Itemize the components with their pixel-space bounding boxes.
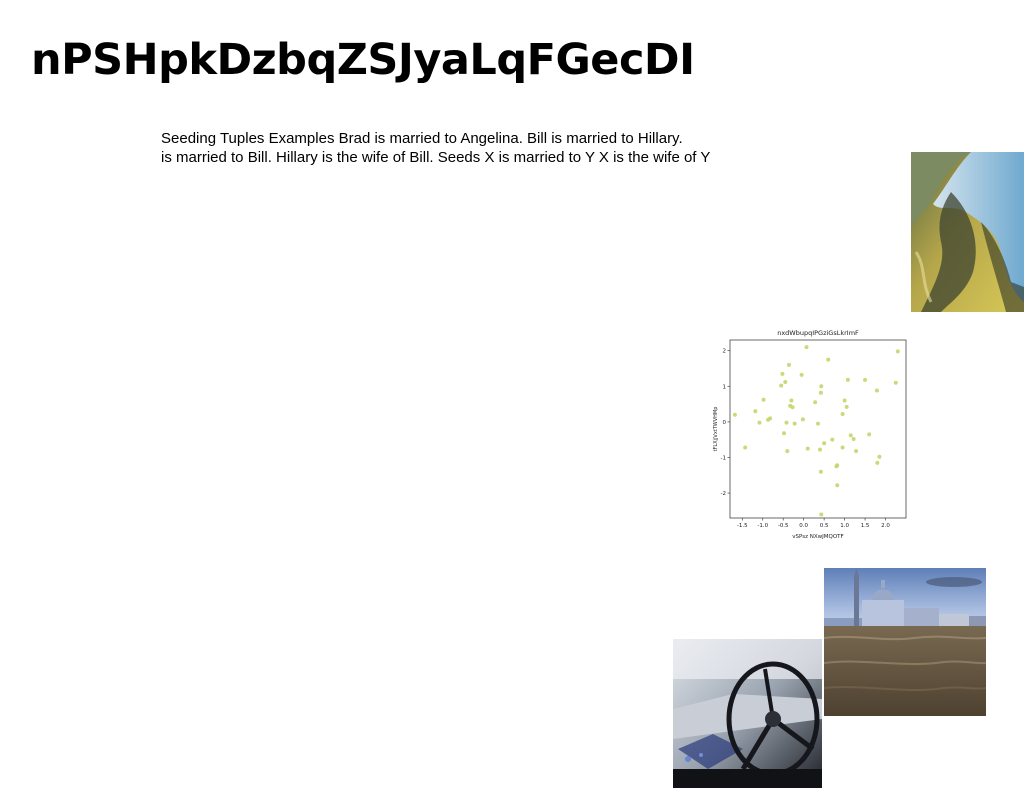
scatter-point [813, 400, 818, 405]
scatter-point [782, 431, 787, 436]
scatter-point [893, 380, 898, 385]
x-tick-label: 1.0 [840, 523, 849, 529]
scatter-point [743, 445, 748, 450]
scatter-point [830, 437, 835, 442]
scatter-point [863, 377, 868, 382]
scatter-point [783, 380, 788, 385]
x-tick-label: -1.0 [757, 523, 768, 529]
x-tick-label: 0.5 [820, 523, 829, 529]
scatter-point [826, 357, 831, 362]
chart-title: nxdWbupqIPGziGsLkrImF [777, 329, 859, 337]
y-tick-label: -1 [721, 455, 726, 461]
scatter-point [757, 420, 762, 425]
scatter-point [816, 421, 820, 426]
aerial-coast-photo [911, 152, 1024, 312]
x-tick-label: 0.0 [799, 523, 808, 529]
scatter-point [818, 390, 823, 395]
scatter-point [840, 445, 845, 450]
scatter-point [819, 384, 824, 389]
page-title: nPSHpkDzbqZSJyaLqFGecDI [31, 35, 695, 85]
scatter-point [854, 449, 859, 454]
scatter-point [761, 397, 766, 402]
chart-x-axis-label: vSPsz NXwJMQOTF [792, 534, 843, 540]
scatter-chart: nxdWbupqIPGziGsLkrImF vSPsz NXwJMQOTF tFLX… [700, 326, 914, 542]
chart-axes-frame [729, 339, 907, 519]
scatter-point [799, 372, 804, 377]
scatter-point [779, 383, 784, 388]
scatter-chart-svg: nxdWbupqIPGziGsLkrImF vSPsz NXwJMQOTF tFLX… [713, 329, 907, 540]
scatter-point [804, 345, 809, 350]
scatter-point [792, 421, 797, 426]
scatter-point [835, 463, 840, 468]
scatter-point [874, 388, 879, 393]
y-tick-label: 0 [723, 420, 727, 426]
car-interior-photo [673, 639, 822, 788]
scatter-point [835, 483, 840, 488]
y-tick-label: 2 [723, 349, 727, 355]
chart-y-axis-label: tFLXjjVxtTWVHMp [713, 407, 719, 452]
scatter-point [800, 417, 805, 422]
venice-church-photo [824, 568, 986, 716]
scatter-point [842, 398, 847, 403]
scatter-point [845, 377, 850, 382]
scatter-point [851, 436, 856, 441]
scatter-point [785, 449, 790, 454]
scatter-point [877, 454, 882, 459]
scatter-point [784, 420, 789, 425]
x-tick-label: 2.0 [881, 523, 890, 529]
scatter-point [790, 405, 795, 410]
paragraph-line-2: is married to Bill. Hillary is the wife … [161, 149, 711, 166]
paragraph-line-1: Seeding Tuples Examples Brad is married … [161, 130, 683, 147]
scatter-point [818, 469, 823, 474]
y-tick-label: -2 [721, 491, 726, 497]
scatter-point [819, 512, 824, 517]
x-tick-label: 1.5 [861, 523, 870, 529]
x-tick-label: -1.5 [737, 523, 748, 529]
scatter-point [844, 404, 849, 409]
scatter-point [818, 447, 823, 452]
scatter-point [786, 362, 791, 367]
scatter-point [848, 433, 853, 438]
body-paragraph: Seeding Tuples Examples Brad is married … [161, 129, 781, 167]
scatter-point [867, 432, 872, 437]
scatter-point [768, 416, 773, 421]
scatter-point [895, 349, 900, 354]
scatter-point [753, 409, 758, 414]
scatter-point [780, 371, 785, 376]
scatter-point [789, 398, 794, 403]
scatter-point [805, 446, 810, 451]
scatter-point [732, 412, 737, 417]
x-tick-label: -0.5 [778, 523, 789, 529]
y-tick-label: 1 [723, 384, 727, 390]
scatter-point [875, 460, 880, 465]
scatter-point [822, 441, 827, 446]
scatter-point [840, 412, 845, 417]
